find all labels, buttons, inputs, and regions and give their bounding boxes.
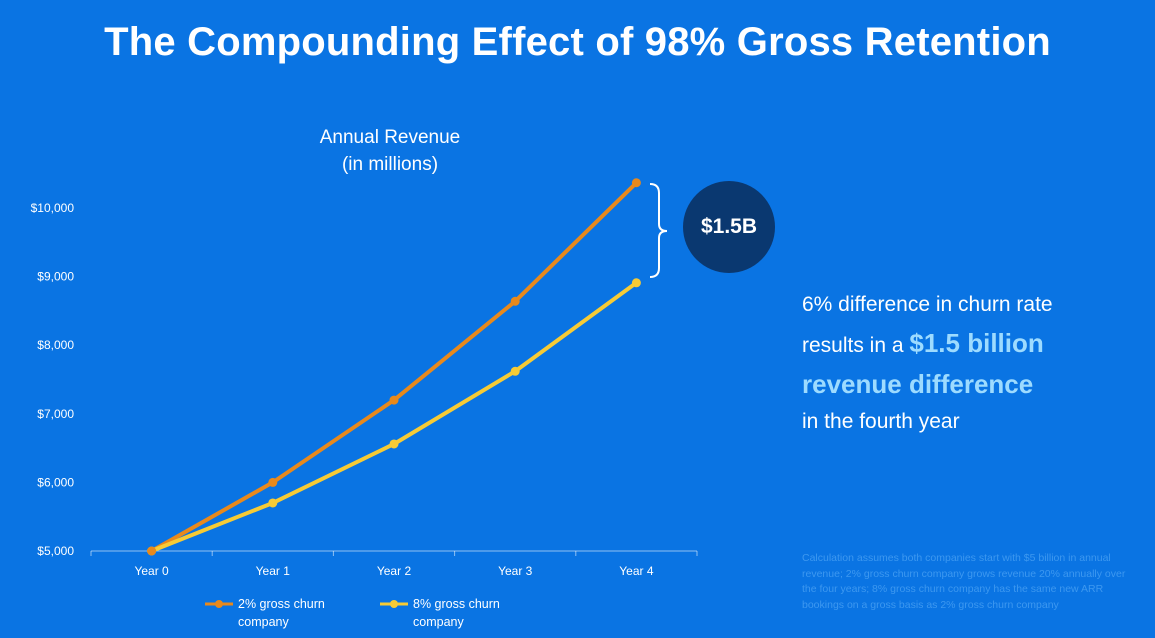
x-axis-labels: Year 0 Year 1 Year 2 Year 3 Year 4 — [134, 564, 653, 578]
y-tick-label: $7,000 — [37, 407, 74, 421]
chart-title: Annual Revenue (in millions) — [270, 124, 510, 178]
series-1-point — [268, 477, 278, 487]
x-tick-label: Year 2 — [377, 564, 412, 578]
y-tick-label: $6,000 — [37, 475, 74, 489]
legend-swatch-marker — [215, 600, 223, 608]
legend-label-line2: company — [413, 615, 464, 629]
callout-line1: 6% difference in churn rate — [802, 293, 1053, 316]
callout-line2-prefix: results in a — [802, 334, 910, 357]
chart-title-line1: Annual Revenue — [319, 127, 461, 148]
y-tick-label: $9,000 — [37, 270, 74, 284]
legend-swatch-marker — [390, 600, 398, 608]
series-1-point — [389, 395, 399, 405]
series-points — [147, 178, 641, 556]
y-tick-label: $10,000 — [31, 201, 75, 215]
x-tick-label: Year 0 — [134, 564, 169, 578]
series-line-1 — [149, 180, 639, 553]
difference-bracket — [649, 183, 668, 278]
x-tick-label: Year 1 — [256, 564, 291, 578]
series-2-point — [268, 498, 278, 508]
series-1-point — [510, 296, 520, 306]
footnote: Calculation assumes both companies start… — [802, 552, 1126, 611]
callout-line2: results in a $1.5 billion — [802, 324, 1132, 365]
series-1-point — [631, 178, 641, 188]
x-tick-label: Year 4 — [619, 564, 654, 578]
legend: 2% gross churn company 8% gross churn compa… — [205, 597, 500, 629]
callout-text: 6% difference in churn rate results in a… — [802, 286, 1132, 441]
page-title: The Compounding Effect of 98% Gross Rete… — [104, 20, 1051, 64]
y-axis-labels: $5,000 $6,000 $7,000 $8,000 $9,000 $10,000 — [31, 201, 75, 558]
series-2-point — [389, 439, 399, 449]
y-tick-label: $5,000 — [37, 544, 74, 558]
legend-label-line1: 8% gross churn — [413, 597, 500, 611]
series-lines — [149, 180, 639, 553]
callout-highlight-revenue: revenue difference — [802, 369, 1034, 399]
legend-label-line2: company — [238, 615, 289, 629]
series-1-point — [147, 546, 157, 556]
callout-line4: in the fourth year — [802, 410, 960, 433]
series-2-point — [631, 278, 641, 288]
callout-highlight-amount: $1.5 billion — [909, 328, 1044, 358]
difference-badge: $1.5B — [683, 181, 775, 273]
y-tick-label: $8,000 — [37, 338, 74, 352]
chart-title-line2: (in millions) — [341, 154, 439, 175]
legend-label-line1: 2% gross churn — [238, 597, 325, 611]
series-2-point — [510, 366, 520, 376]
x-tick-label: Year 3 — [498, 564, 533, 578]
x-axis-ticks — [90, 551, 698, 556]
